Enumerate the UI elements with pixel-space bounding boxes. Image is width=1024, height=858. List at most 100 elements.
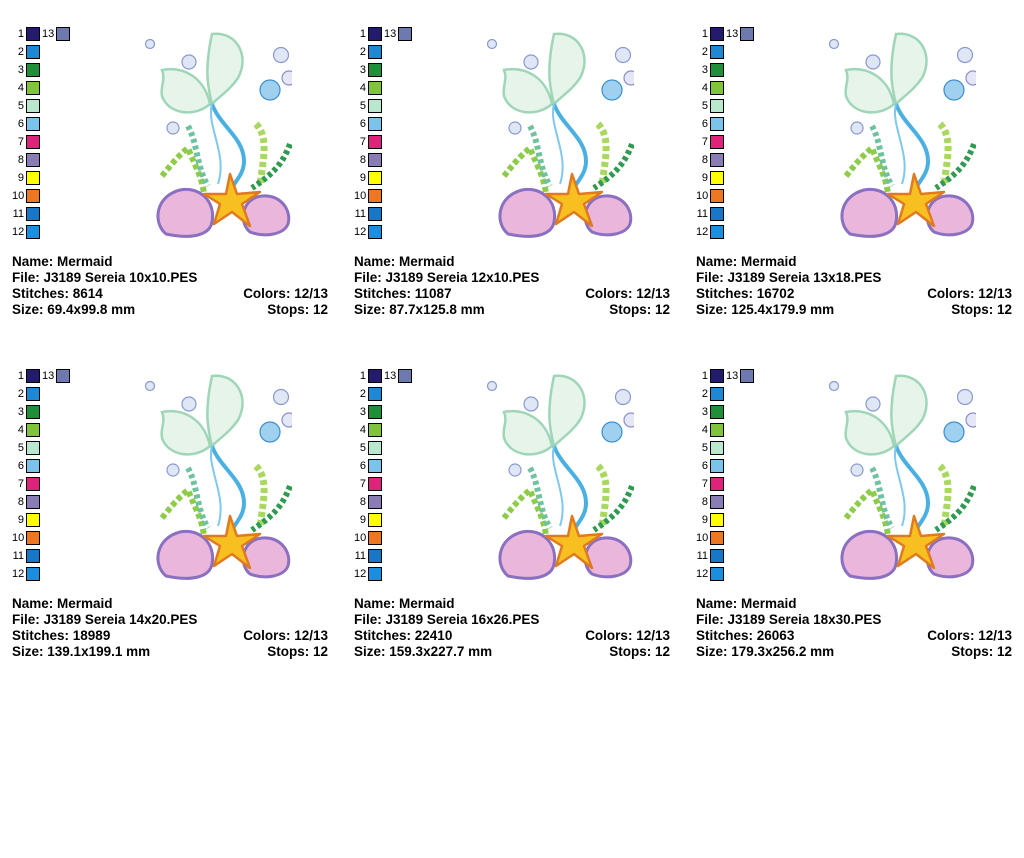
mermaid-tail-embroidery-image xyxy=(486,32,634,238)
color-number: 9 xyxy=(701,172,708,184)
color-number: 6 xyxy=(701,460,708,472)
color-swatch xyxy=(26,495,40,509)
palette-row: 10 xyxy=(696,188,766,206)
palette-row: 8 xyxy=(12,152,82,170)
color-swatch xyxy=(710,63,724,77)
color-swatch xyxy=(368,387,382,401)
color-swatch xyxy=(710,225,724,239)
name-label: Name: xyxy=(696,596,738,611)
stops-info: Stops: 12 xyxy=(267,302,328,318)
color-number: 3 xyxy=(359,64,366,76)
palette-row: 7 xyxy=(354,134,424,152)
size-value: 125.4x179.9 mm xyxy=(731,302,835,317)
file-label: File: xyxy=(12,270,40,285)
color-number: 4 xyxy=(359,424,366,436)
name-line: Name: Mermaid xyxy=(696,254,1012,270)
stitch-count: 8614 xyxy=(72,286,103,301)
colors-value: 12/13 xyxy=(294,628,328,643)
stitch-count: 18989 xyxy=(72,628,111,643)
design-card: 1 13 2 3 4 5 6 7 8 9 10 11 12 xyxy=(696,368,1024,688)
colors-label: Colors: xyxy=(243,286,291,301)
color-number: 10 xyxy=(696,190,709,202)
color-number: 1 xyxy=(17,28,24,40)
color-swatch xyxy=(368,225,382,239)
file-name: J3189 Sereia 13x18.PES xyxy=(727,270,882,285)
color-swatch xyxy=(710,459,724,473)
color-number: 5 xyxy=(359,442,366,454)
color-swatch xyxy=(26,45,40,59)
design-name: Mermaid xyxy=(399,596,455,611)
color-number: 2 xyxy=(17,46,24,58)
color-number: 6 xyxy=(17,460,24,472)
design-name: Mermaid xyxy=(399,254,455,269)
palette-row: 8 xyxy=(696,494,766,512)
palette-row: 7 xyxy=(354,476,424,494)
color-number: 3 xyxy=(701,64,708,76)
palette-row: 4 xyxy=(12,422,82,440)
color-number: 2 xyxy=(701,46,708,58)
size-label: Size: xyxy=(354,644,386,659)
color-swatch xyxy=(710,441,724,455)
color-swatch xyxy=(26,63,40,77)
stops-label: Stops: xyxy=(267,302,310,317)
file-line: File: J3189 Sereia 12x10.PES xyxy=(354,270,670,286)
color-swatch xyxy=(710,477,724,491)
colors-value: 12/13 xyxy=(636,286,670,301)
color-swatch xyxy=(368,45,382,59)
size-label: Size: xyxy=(696,644,728,659)
color-number: 4 xyxy=(701,424,708,436)
mermaid-tail-embroidery-image xyxy=(144,374,292,580)
color-swatch xyxy=(368,99,382,113)
color-number: 1 xyxy=(17,370,24,382)
color-swatch xyxy=(710,207,724,221)
color-swatch xyxy=(26,423,40,437)
size-value: 179.3x256.2 mm xyxy=(731,644,835,659)
stitches-line: Stitches: 11087 Colors: 12/13 xyxy=(354,286,670,302)
palette-row: 2 xyxy=(12,44,82,62)
color-number: 4 xyxy=(17,82,24,94)
design-info: Name: Mermaid File: J3189 Sereia 12x10.P… xyxy=(354,254,670,318)
color-number: 10 xyxy=(354,532,367,544)
file-name: J3189 Sereia 16x26.PES xyxy=(385,612,540,627)
color-swatch xyxy=(26,405,40,419)
palette-row: 9 xyxy=(696,170,766,188)
name-line: Name: Mermaid xyxy=(354,254,670,270)
size-line: Size: 159.3x227.7 mm Stops: 12 xyxy=(354,644,670,660)
size-label: Size: xyxy=(354,302,386,317)
stops-info: Stops: 12 xyxy=(609,644,670,660)
color-number: 9 xyxy=(701,514,708,526)
color-swatch xyxy=(710,405,724,419)
name-line: Name: Mermaid xyxy=(12,596,328,612)
palette-row: 7 xyxy=(696,476,766,494)
mermaid-tail-embroidery-image xyxy=(828,32,976,238)
file-label: File: xyxy=(12,612,40,627)
colors-label: Colors: xyxy=(585,628,633,643)
stops-value: 12 xyxy=(312,302,328,317)
color-number: 6 xyxy=(359,118,366,130)
color-swatch xyxy=(56,27,70,41)
size-value: 69.4x99.8 mm xyxy=(47,302,136,317)
colors-value: 12/13 xyxy=(294,286,328,301)
palette-row: 5 xyxy=(354,98,424,116)
palette-row: 10 xyxy=(12,188,82,206)
palette-row: 7 xyxy=(12,134,82,152)
palette-row: 12 xyxy=(696,224,766,242)
palette-row: 3 xyxy=(696,62,766,80)
colors-info: Colors: 12/13 xyxy=(243,286,328,302)
stitches-label: Stitches: xyxy=(696,286,754,301)
color-swatch xyxy=(368,63,382,77)
color-swatch xyxy=(26,531,40,545)
color-number: 5 xyxy=(701,100,708,112)
colors-label: Colors: xyxy=(927,628,975,643)
stops-label: Stops: xyxy=(951,302,994,317)
palette-row: 5 xyxy=(696,440,766,458)
color-number: 3 xyxy=(17,64,24,76)
color-swatch xyxy=(26,369,40,383)
color-number: 4 xyxy=(359,82,366,94)
color-swatch xyxy=(710,27,724,41)
file-line: File: J3189 Sereia 13x18.PES xyxy=(696,270,1012,286)
design-info: Name: Mermaid File: J3189 Sereia 13x18.P… xyxy=(696,254,1012,318)
colors-label: Colors: xyxy=(927,286,975,301)
colors-info: Colors: 12/13 xyxy=(927,628,1012,644)
palette-row: 1 13 xyxy=(696,26,766,44)
